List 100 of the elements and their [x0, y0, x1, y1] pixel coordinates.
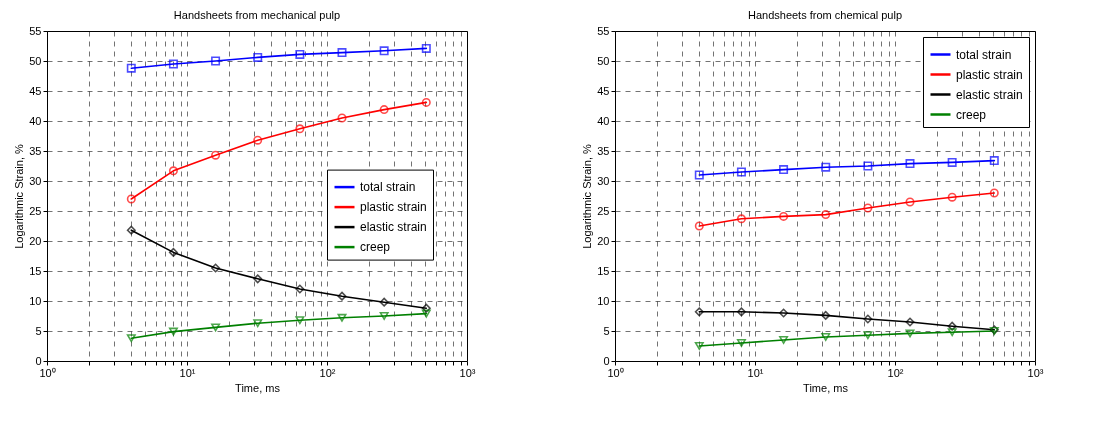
- y-tick-label: 25: [29, 204, 42, 217]
- point: [211, 56, 221, 66]
- y-tick-label: 30: [597, 174, 610, 187]
- x-tick-label: 10¹: [179, 366, 196, 379]
- point: [863, 203, 873, 213]
- point: [947, 328, 957, 337]
- point: [779, 211, 789, 221]
- point: [379, 311, 389, 321]
- point: [211, 150, 221, 160]
- point: [736, 214, 746, 224]
- point: [863, 331, 873, 340]
- point: [253, 319, 263, 328]
- point: [947, 192, 957, 202]
- point: [779, 335, 789, 345]
- x-tick-label: 10⁰: [607, 366, 624, 379]
- chart-title: Handsheets from chemical pulp: [747, 9, 903, 21]
- point: [126, 194, 136, 204]
- point: [253, 52, 263, 62]
- point: [126, 334, 136, 343]
- point: [295, 316, 305, 325]
- point: [379, 297, 389, 307]
- y-tick-label: 50: [29, 54, 42, 67]
- point: [694, 221, 704, 231]
- point: [168, 247, 178, 257]
- point: [694, 341, 704, 351]
- y-tick-label: 45: [597, 84, 610, 97]
- x-tick-label: 10³: [459, 366, 476, 379]
- point: [694, 307, 704, 317]
- y-tick-label: 0: [35, 354, 42, 367]
- point: [905, 197, 915, 207]
- point: [421, 97, 431, 107]
- y-tick-label: 35: [597, 144, 610, 157]
- legend-label: plastic strain: [956, 67, 1023, 82]
- point: [295, 284, 305, 294]
- point: [779, 165, 789, 175]
- point: [421, 303, 431, 313]
- y-tick-label: 0: [603, 354, 610, 367]
- point: [821, 332, 831, 342]
- legend-label: total strain: [956, 47, 1012, 62]
- point: [905, 159, 915, 169]
- point: [736, 307, 746, 317]
- y-tick-label: 45: [29, 84, 42, 97]
- point: [168, 59, 178, 69]
- legend-label: creep: [956, 107, 987, 122]
- y-tick-label: 40: [597, 114, 610, 127]
- y-tick-label: 55: [29, 24, 42, 37]
- y-tick-label: 20: [29, 234, 42, 247]
- point: [421, 309, 431, 318]
- y-tick-label: 55: [597, 24, 610, 37]
- point: [379, 105, 389, 115]
- y-tick-label: 15: [597, 264, 610, 277]
- point: [168, 166, 178, 176]
- y-tick-label: 5: [35, 324, 42, 337]
- y-axis-title: Logarithmic Strain, %: [581, 144, 594, 249]
- point: [821, 310, 831, 320]
- point: [253, 135, 263, 145]
- legend-label: elastic strain: [360, 220, 427, 235]
- point: [253, 274, 263, 284]
- point: [779, 308, 789, 318]
- legend-label: plastic strain: [360, 200, 427, 215]
- point: [905, 329, 915, 338]
- point: [989, 156, 999, 166]
- point: [337, 291, 347, 301]
- point: [863, 314, 873, 324]
- x-axis-title: Time, ms: [235, 381, 281, 394]
- chart-title: Handsheets from mechanical pulp: [173, 9, 341, 21]
- point: [947, 157, 957, 167]
- point: [126, 225, 136, 235]
- x-axis-title: Time, ms: [803, 381, 849, 394]
- point: [694, 170, 704, 180]
- point: [337, 313, 347, 322]
- y-tick-label: 15: [29, 264, 42, 277]
- point: [736, 167, 746, 177]
- point: [295, 124, 305, 134]
- legend-label: elastic strain: [956, 87, 1023, 102]
- y-axis-title: Logarithmic Strain, %: [13, 144, 26, 249]
- point: [295, 49, 305, 59]
- point: [989, 188, 999, 198]
- y-tick-label: 40: [29, 114, 42, 127]
- x-tick-label: 10²: [319, 366, 336, 379]
- point: [337, 48, 347, 58]
- point: [211, 323, 221, 332]
- point: [168, 327, 178, 336]
- y-tick-label: 50: [597, 54, 610, 67]
- legend-label: creep: [360, 240, 391, 255]
- y-tick-label: 10: [597, 294, 610, 307]
- point: [211, 263, 221, 273]
- y-tick-label: 5: [603, 324, 610, 337]
- point: [947, 321, 957, 331]
- point: [337, 113, 347, 123]
- point: [863, 161, 873, 171]
- x-tick-label: 10³: [1027, 366, 1044, 379]
- point: [821, 210, 831, 220]
- y-tick-label: 35: [29, 144, 42, 157]
- point: [421, 43, 431, 53]
- y-tick-label: 30: [29, 174, 42, 187]
- point: [379, 46, 389, 56]
- y-tick-label: 20: [597, 234, 610, 247]
- x-tick-label: 10²: [887, 366, 904, 379]
- point: [821, 162, 831, 172]
